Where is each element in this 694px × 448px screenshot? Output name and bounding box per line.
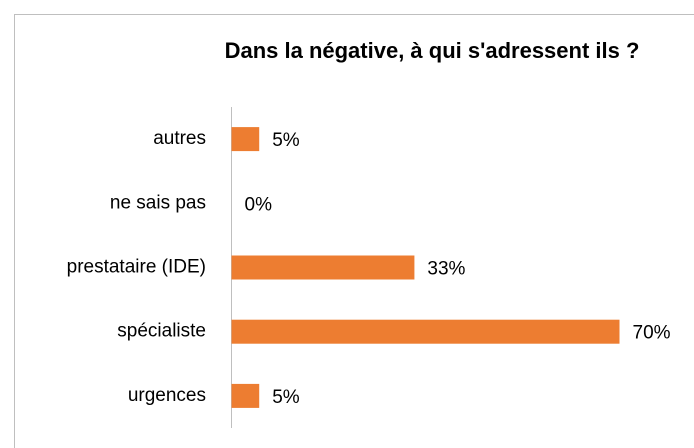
data-label: 70% — [633, 323, 671, 344]
category-label: urgences — [128, 385, 206, 406]
category-label: ne sais pas — [110, 192, 206, 213]
bar — [231, 383, 260, 408]
bar — [231, 319, 620, 344]
data-label: 5% — [272, 130, 300, 151]
bar — [231, 127, 260, 152]
category-label: autres — [153, 128, 206, 149]
data-label: 33% — [427, 259, 465, 280]
bar — [231, 255, 415, 280]
data-label: 5% — [272, 387, 300, 408]
category-label: prestataire (IDE) — [67, 257, 206, 278]
chart-border — [14, 14, 694, 448]
data-label: 0% — [245, 194, 273, 215]
category-label: spécialiste — [117, 321, 206, 342]
chart-title: Dans la négative, à qui s'adressent ils … — [225, 38, 640, 63]
